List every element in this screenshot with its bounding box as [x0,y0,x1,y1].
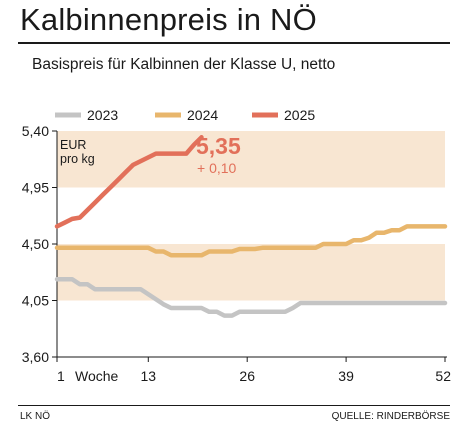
x-tick-label: 26 [239,368,255,384]
footer-divider [18,405,450,406]
latest-change-annotation: + 0,10 [197,160,237,176]
x-tick-label: 52 [435,368,451,384]
x-axis-label: Woche [75,368,119,384]
y-tick-label: 3,60 [22,349,49,365]
series-line-2023 [54,276,448,318]
page-subtitle: Basispreis für Kalbinnen der Klasse U, n… [32,56,336,73]
x-tick-label: 13 [141,368,157,384]
page-title: Kalbinnenpreis in NÖ [20,2,317,37]
legend-label-2023: 2023 [87,107,118,123]
value-band-1 [57,244,445,301]
y-tick-label: 4,50 [22,236,49,252]
legend-label-2024: 2024 [187,107,218,123]
y-tick-label: 5,40 [22,123,49,139]
footer-credit: LK NÖ [20,411,51,422]
series-line-2024 [54,224,448,258]
title-divider [18,42,450,44]
y-tick-label: 4,05 [22,293,49,309]
footer-source: QUELLE: RINDERBÖRSE [331,411,450,422]
series-line-2025 [54,135,204,229]
x-tick-label: 39 [338,368,354,384]
value-band-0 [57,131,445,188]
y-tick-label: 4,95 [22,180,49,196]
y-axis-unit-label: EUR [60,138,86,152]
x-tick-label: 1 [57,368,65,384]
latest-value-annotation: 5,35 [196,133,241,159]
legend-label-2025: 2025 [284,107,315,123]
y-axis-unit-label: pro kg [60,152,95,166]
